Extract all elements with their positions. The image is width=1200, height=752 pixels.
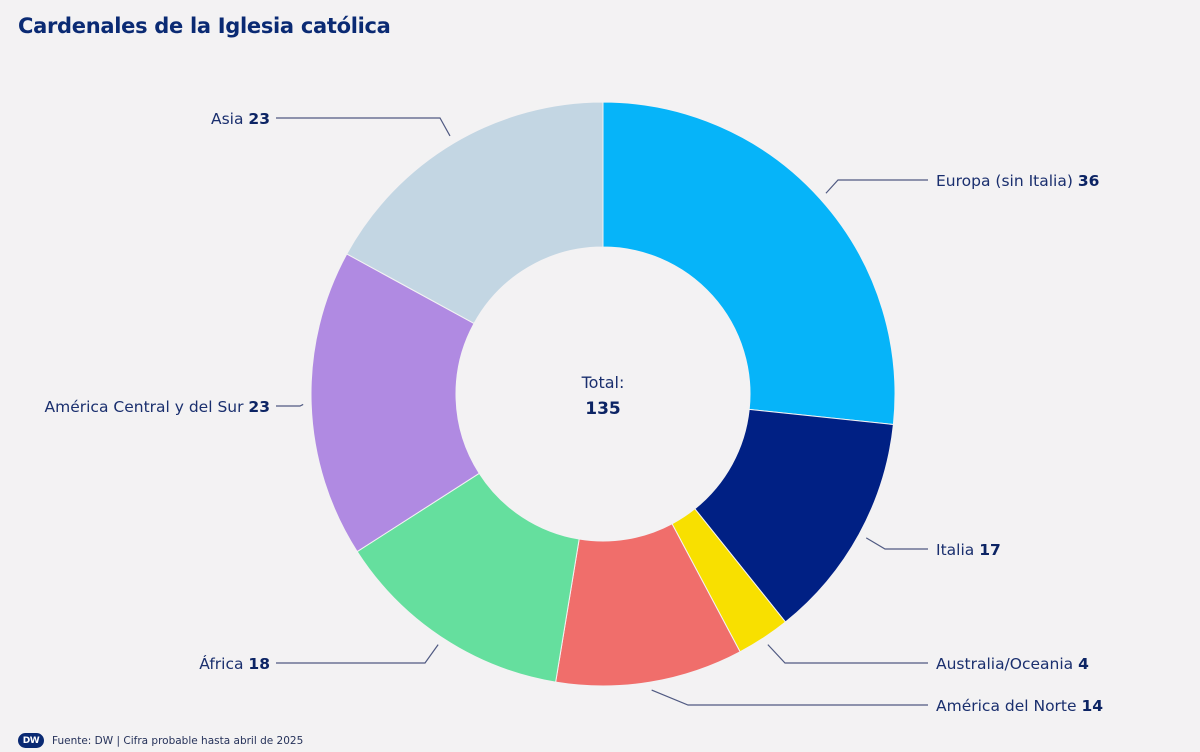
leader-line	[865, 537, 928, 550]
slice-label-value: 36	[1078, 172, 1100, 190]
slice-label-name: África	[199, 654, 248, 673]
donut-slice	[602, 101, 896, 426]
leader-line	[767, 644, 928, 664]
leader-line	[276, 117, 451, 137]
donut-slice	[310, 253, 480, 553]
slice-label-name: Asia	[211, 110, 248, 128]
dw-logo-icon: DW	[18, 733, 44, 748]
slice-label: América Central y del Sur 23	[45, 398, 270, 416]
slice-label-name: América Central y del Sur	[45, 398, 249, 416]
slice-labels: Europa (sin Italia) 36 Italia 17 Australia…	[45, 110, 1104, 715]
center-total-label: Total:	[581, 373, 625, 392]
slice-label-value: 17	[979, 541, 1001, 559]
footer: DW Fuente: DW | Cifra probable hasta abr…	[18, 733, 303, 748]
slice-label-value: 23	[248, 110, 270, 128]
leader-line	[276, 403, 304, 407]
leader-line	[651, 689, 928, 706]
slice-label-value: 14	[1081, 697, 1103, 715]
slice-label-name: Italia	[936, 541, 979, 559]
donut-slice	[346, 101, 604, 325]
slice-label: Europa (sin Italia) 36	[936, 172, 1099, 190]
slice-label: Italia 17	[936, 541, 1001, 559]
donut-slices	[310, 101, 896, 687]
leader-lines	[276, 117, 928, 706]
slice-label-value: 23	[248, 398, 270, 416]
slice-label: América del Norte 14	[936, 697, 1103, 715]
source-note: Fuente: DW | Cifra probable hasta abril …	[52, 734, 304, 747]
chart-title: Cardenales de la Iglesia católica	[18, 14, 391, 38]
slice-label: Asia 23	[211, 110, 270, 128]
slice-label-name: Europa (sin Italia)	[936, 172, 1078, 190]
slice-label-name: América del Norte	[936, 697, 1081, 715]
slice-label-value: 18	[248, 655, 270, 673]
center-total-value: 135	[585, 399, 621, 419]
slice-label-value: 4	[1078, 655, 1089, 673]
leader-line	[276, 644, 439, 664]
slice-label: África 18	[199, 654, 270, 673]
leader-line	[825, 179, 928, 194]
slice-label: Australia/Oceania 4	[936, 655, 1089, 673]
donut-slice	[356, 472, 580, 683]
donut-slice	[694, 408, 894, 623]
slice-label-name: Australia/Oceania	[936, 655, 1078, 673]
